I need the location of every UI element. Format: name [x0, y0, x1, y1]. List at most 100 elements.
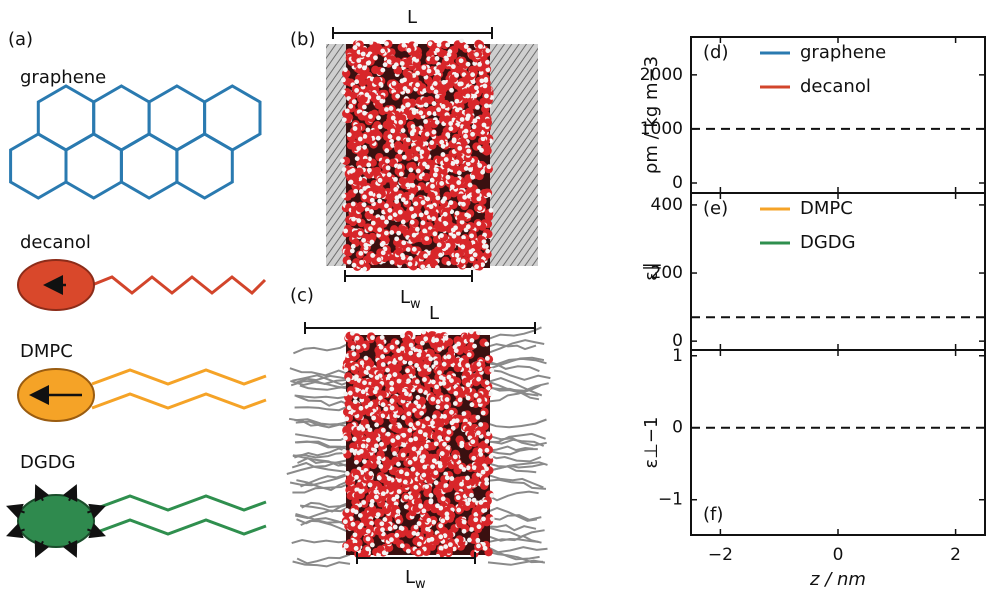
dipole-arrow	[62, 484, 78, 503]
hydrogen	[340, 158, 345, 164]
hydrogen	[383, 406, 389, 412]
hydrogen	[356, 425, 362, 431]
y-tick-label: 0	[672, 331, 683, 351]
hydrogen	[379, 334, 385, 340]
hydrogen	[470, 174, 476, 180]
hydrogen	[397, 164, 402, 170]
lipid-tail	[294, 440, 351, 449]
hydrogen	[430, 464, 435, 470]
molecule-label: DGDG	[20, 452, 76, 473]
hydrogen	[343, 391, 348, 397]
hydrogen	[473, 393, 479, 398]
hydrogen	[469, 492, 474, 498]
hydrogen	[440, 104, 446, 109]
hydrogen	[455, 231, 461, 237]
hydrogen	[488, 453, 494, 459]
hydrogen	[377, 124, 383, 130]
hydrogen	[456, 180, 462, 185]
hydrogen	[422, 228, 427, 234]
hydrogen	[430, 396, 436, 402]
hydrogen	[431, 414, 437, 420]
panel-label: (b)	[290, 29, 315, 50]
hydrogen	[465, 363, 471, 368]
hydrogen	[456, 341, 461, 347]
oxygen	[390, 445, 400, 454]
hydrogen	[422, 377, 427, 382]
hydrogen	[425, 196, 431, 202]
oxygen	[359, 511, 369, 520]
hydrogen	[398, 469, 404, 475]
hydrogen	[410, 182, 416, 188]
hydrogen	[400, 128, 406, 133]
hydrogen	[386, 172, 392, 178]
hydrogen	[416, 521, 422, 526]
panel-a: (a) graphene decanol DMPC DGDG	[6, 29, 267, 558]
hydrogen	[440, 152, 446, 157]
hydrogen	[416, 403, 422, 409]
lipid-tail	[487, 343, 537, 351]
hydrogen	[465, 224, 471, 230]
hydrogen	[465, 475, 470, 481]
hydrogen	[473, 517, 479, 523]
hydrogen	[401, 42, 407, 48]
hydrogen	[437, 463, 443, 469]
hydrogen	[457, 145, 463, 151]
hydrogen	[348, 103, 354, 109]
hydrogen	[365, 536, 371, 542]
hydrogen	[443, 221, 449, 227]
hydrogen	[343, 435, 348, 441]
hydrogen	[448, 200, 454, 206]
hydrogen	[378, 463, 384, 469]
hydrogen	[452, 401, 458, 406]
hydrogen	[387, 134, 393, 140]
hydrogen	[411, 73, 417, 78]
hydrogen	[403, 504, 409, 510]
hydrogen	[439, 181, 445, 186]
hydrogen	[389, 230, 395, 235]
hydrogen	[463, 166, 469, 171]
lipid-tail	[487, 453, 542, 463]
hydrogen	[435, 503, 440, 509]
oxygen	[432, 418, 441, 427]
hydrogen	[362, 133, 368, 139]
hydrogen	[415, 168, 421, 174]
hydrogen	[358, 405, 364, 411]
hydrogen	[430, 379, 436, 385]
hydrogen	[458, 464, 464, 470]
hydrogen	[400, 452, 406, 458]
hydrogen	[445, 42, 451, 48]
hydrogen	[376, 115, 381, 121]
hydrogen	[382, 517, 388, 522]
hydrogen	[369, 498, 375, 504]
hydrogen	[473, 512, 479, 517]
hydrogen	[376, 193, 382, 199]
hydrogen	[363, 355, 369, 361]
hydrogen	[484, 477, 489, 482]
hydrogen	[462, 194, 468, 200]
hydrogen	[445, 132, 451, 138]
hydrogen	[434, 265, 440, 270]
hydrogen	[365, 437, 371, 443]
hydrogen	[352, 399, 358, 405]
hydrogen	[374, 422, 379, 428]
hydrogen	[405, 137, 411, 143]
hydrogen	[408, 167, 414, 173]
hydrogen	[356, 145, 362, 151]
hydrogen	[387, 526, 393, 532]
hydrogen	[481, 243, 487, 249]
hydrogen	[409, 131, 415, 137]
hydrogen	[475, 537, 481, 543]
hydrogen	[345, 377, 351, 383]
hydrogen	[421, 329, 427, 335]
hydrogen	[411, 56, 417, 62]
panel-label: (f)	[703, 504, 723, 525]
hydrogen	[449, 87, 454, 93]
hydrogen	[471, 124, 477, 130]
hydrogen	[442, 414, 448, 419]
hydrogen	[354, 88, 360, 93]
lipid-tail	[487, 550, 544, 564]
hydrogen	[459, 38, 465, 44]
panel-label: (e)	[703, 198, 728, 219]
hydrogen	[387, 215, 393, 221]
hydrogen	[423, 253, 428, 259]
